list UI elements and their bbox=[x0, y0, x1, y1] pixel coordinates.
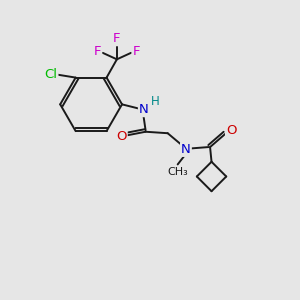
Text: N: N bbox=[139, 103, 149, 116]
Text: F: F bbox=[113, 32, 121, 45]
Text: H: H bbox=[151, 95, 160, 108]
Text: CH₃: CH₃ bbox=[167, 167, 188, 177]
Text: F: F bbox=[133, 45, 140, 58]
Text: Cl: Cl bbox=[44, 68, 57, 81]
Text: F: F bbox=[94, 45, 101, 58]
Text: O: O bbox=[116, 130, 127, 143]
Text: O: O bbox=[226, 124, 236, 137]
Text: N: N bbox=[181, 143, 191, 156]
